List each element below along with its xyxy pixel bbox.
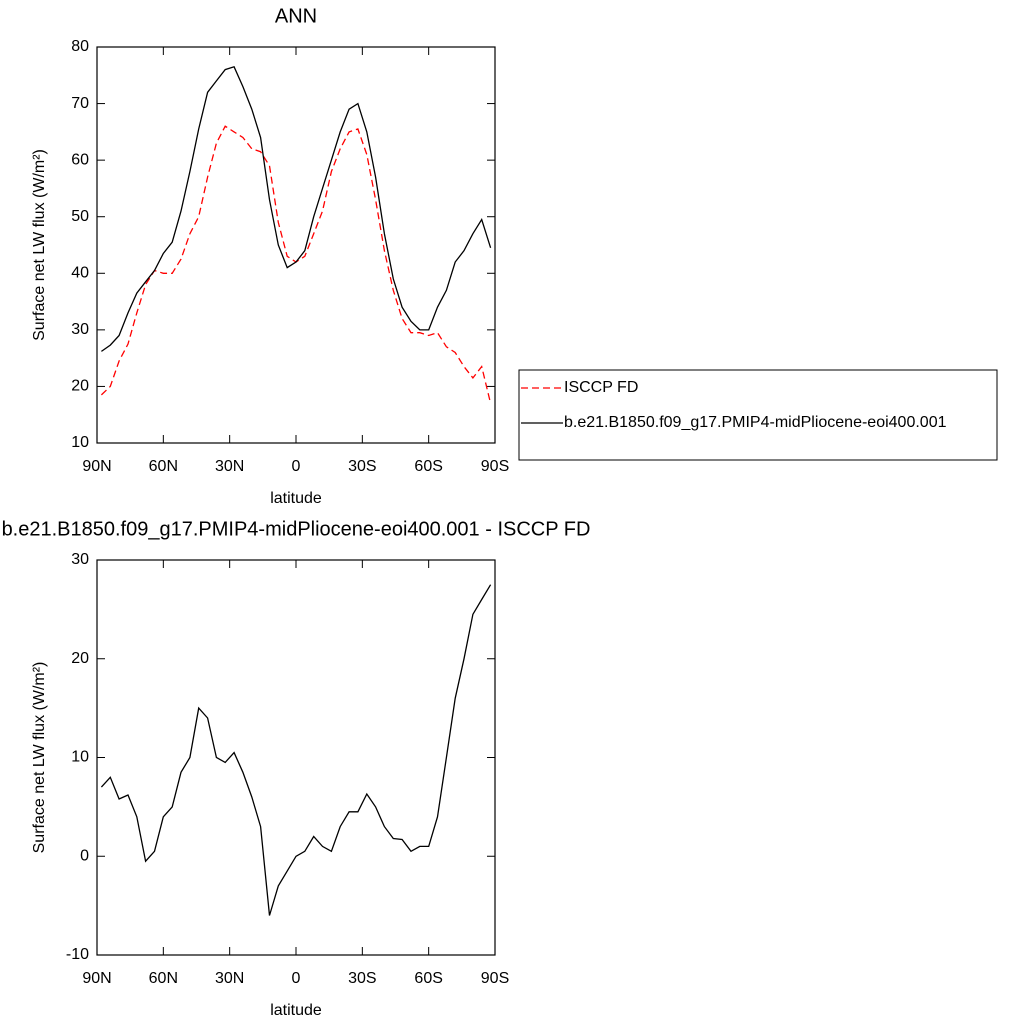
- y-tick-label: 80: [71, 38, 89, 55]
- y-tick-label: 40: [71, 265, 89, 282]
- plot-frame: [96, 559, 496, 956]
- x-axis-label: latitude: [270, 490, 322, 507]
- chart-title: b.e21.B1850.f09_g17.PMIP4-midPliocene-eo…: [2, 518, 591, 540]
- y-tick-label: 20: [71, 650, 89, 667]
- x-tick-label: 90N: [82, 458, 111, 475]
- x-tick-label: 90N: [82, 970, 111, 987]
- x-tick-label: 60N: [149, 970, 178, 987]
- y-tick-label: 10: [71, 434, 89, 451]
- plot-frame: [96, 46, 496, 444]
- x-tick-label: 60S: [414, 458, 442, 475]
- x-tick-label: 60N: [149, 458, 178, 475]
- series-line: [100, 584, 492, 916]
- y-axis-label: Surface net LW flux (W/m²): [31, 662, 48, 854]
- y-tick-label: 30: [71, 321, 89, 338]
- x-tick-label: 0: [292, 970, 301, 987]
- y-tick-label: 10: [71, 749, 89, 766]
- y-tick-label: -10: [66, 946, 89, 963]
- legend-box: [518, 369, 998, 461]
- y-tick-label: 0: [80, 847, 89, 864]
- y-tick-label: 50: [71, 208, 89, 225]
- series-line: [101, 66, 492, 352]
- y-tick-label: 30: [71, 551, 89, 568]
- x-tick-label: 90S: [481, 970, 509, 987]
- y-tick-label: 20: [71, 378, 89, 395]
- y-tick-label: 60: [71, 151, 89, 168]
- y-axis-label: Surface net LW flux (W/m²): [31, 149, 48, 341]
- y-tick-label: 70: [71, 95, 89, 112]
- legend-label: b.e21.B1850.f09_g17.PMIP4-midPliocene-eo…: [564, 414, 947, 431]
- x-tick-label: 90S: [481, 458, 509, 475]
- x-tick-label: 30N: [215, 970, 244, 987]
- x-tick-label: 30S: [348, 970, 376, 987]
- series-line: [100, 125, 492, 404]
- x-tick-label: 0: [292, 458, 301, 475]
- x-tick-label: 30N: [215, 458, 244, 475]
- legend-label: ISCCP FD: [564, 379, 638, 396]
- x-tick-label: 30S: [348, 458, 376, 475]
- x-tick-label: 60S: [414, 970, 442, 987]
- chart-title: ANN: [275, 5, 317, 27]
- x-axis-label: latitude: [270, 1002, 322, 1019]
